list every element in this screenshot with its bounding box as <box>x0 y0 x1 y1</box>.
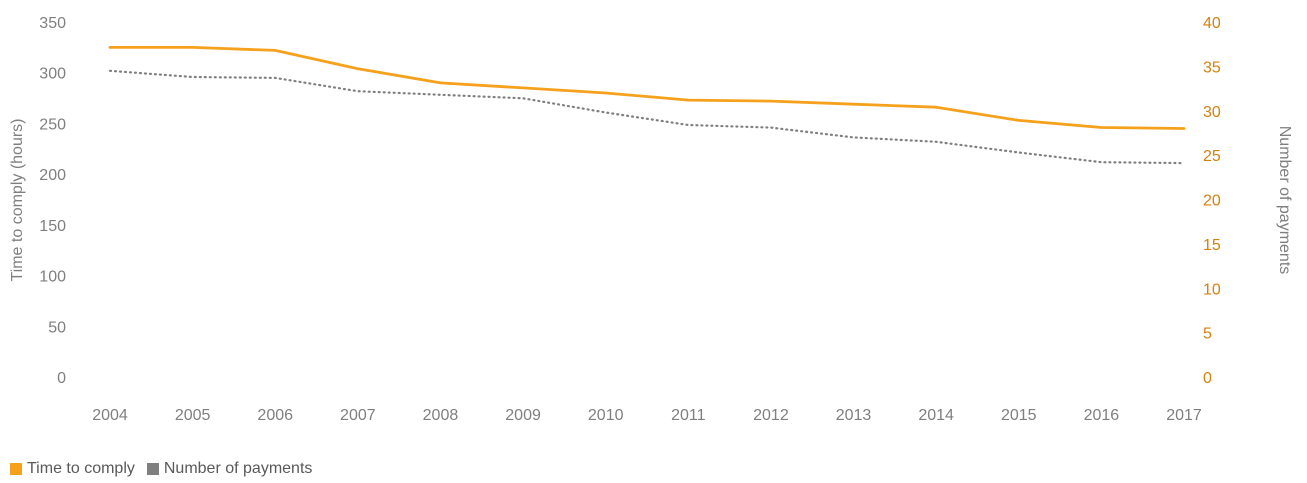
x-tick-label: 2009 <box>505 407 541 424</box>
y2-tick-label: 15 <box>1203 237 1221 254</box>
y2-tick-label: 10 <box>1203 281 1221 298</box>
x-tick-label: 2012 <box>753 407 789 424</box>
x-tick-label: 2016 <box>1084 407 1120 424</box>
legend-label-number-of-payments: Number of payments <box>163 460 313 477</box>
x-tick-label: 2005 <box>175 407 211 424</box>
legend-swatch-number-of-payments <box>146 463 159 475</box>
y2-tick-label: 25 <box>1203 148 1221 165</box>
y-tick-label: 200 <box>39 167 66 184</box>
legend-swatch-time-to-comply <box>10 463 22 475</box>
x-tick-label: 2015 <box>1001 407 1037 424</box>
y-tick-label: 150 <box>39 218 66 235</box>
y-tick-label: 350 <box>39 15 66 32</box>
legend-item-time-to-comply: Time to comply <box>10 460 135 478</box>
y-tick-label: 100 <box>39 269 66 286</box>
legend-item-number-of-payments: Number of payments <box>146 460 313 478</box>
x-tick-label: 2013 <box>836 407 872 424</box>
legend: Time to comply Number of payments <box>10 460 324 478</box>
x-tick-label: 2007 <box>340 407 376 424</box>
x-tick-label: 2008 <box>423 407 459 424</box>
y2-tick-label: 20 <box>1203 193 1221 210</box>
y-tick-label: 250 <box>39 116 66 133</box>
y2-axis-title: Number of payments <box>1276 126 1293 275</box>
y-tick-label: 0 <box>57 370 66 387</box>
y-axis-title: Time to comply (hours) <box>9 119 26 282</box>
y-tick-label: 300 <box>39 66 66 83</box>
x-tick-label: 2004 <box>92 407 128 424</box>
series-line-time-to-comply <box>108 46 1186 130</box>
y-tick-label: 50 <box>48 319 66 336</box>
x-tick-label: 2010 <box>588 407 624 424</box>
y2-tick-label: 35 <box>1203 59 1221 76</box>
y2-tick-label: 40 <box>1203 15 1221 32</box>
legend-label-time-to-comply: Time to comply <box>27 460 135 477</box>
x-tick-label: 2011 <box>671 407 706 424</box>
y2-tick-label: 5 <box>1203 326 1212 343</box>
x-tick-label: 2014 <box>918 407 954 424</box>
x-tick-label: 2006 <box>257 407 293 424</box>
y2-tick-label: 0 <box>1203 370 1212 387</box>
series-line-number-of-payments <box>108 69 1186 165</box>
y2-tick-label: 30 <box>1203 104 1221 121</box>
line-chart: 0 50 100 150 200 250 300 350 0 5 10 15 20 25 30 35 40 2… <box>9 15 1293 424</box>
x-tick-label: 2017 <box>1166 407 1202 424</box>
